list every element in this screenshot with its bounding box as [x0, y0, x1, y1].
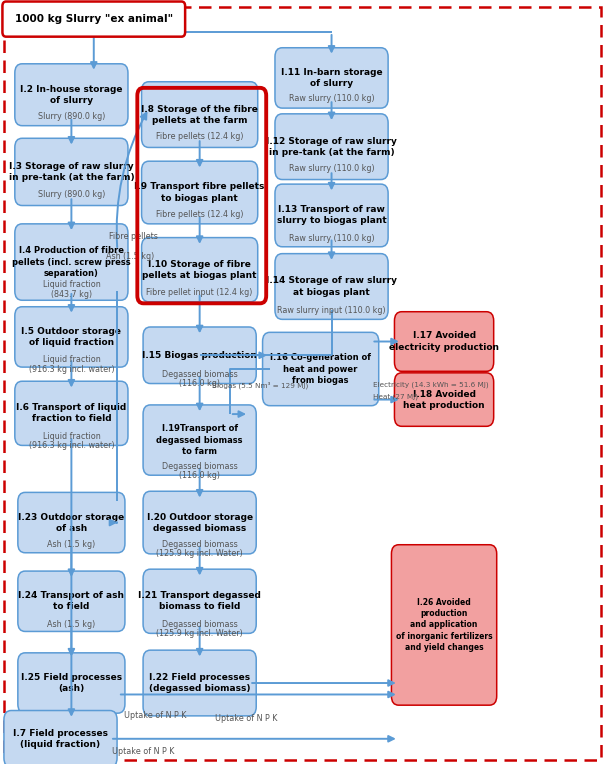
- Text: Slurry (890.0 kg): Slurry (890.0 kg): [38, 112, 105, 121]
- Text: Ash (1.5 kg): Ash (1.5 kg): [47, 540, 96, 549]
- Text: Electricity (14.3 kWh = 51.6 MJ): Electricity (14.3 kWh = 51.6 MJ): [373, 382, 488, 388]
- Text: Degassed biomass: Degassed biomass: [162, 620, 238, 629]
- Text: (916.3 kg incl. water): (916.3 kg incl. water): [28, 441, 114, 450]
- Text: Fibre pellets (12.4 kg): Fibre pellets (12.4 kg): [156, 132, 243, 141]
- Text: (125.9 kg incl. Water): (125.9 kg incl. Water): [156, 629, 243, 638]
- Text: I.23 Outdoor storage
of ash: I.23 Outdoor storage of ash: [18, 513, 125, 533]
- Text: Ash (1.5 kg): Ash (1.5 kg): [47, 620, 96, 629]
- FancyBboxPatch shape: [2, 2, 185, 37]
- Text: I.3 Storage of raw slurry
in pre-tank (at the farm): I.3 Storage of raw slurry in pre-tank (a…: [8, 162, 134, 182]
- Text: Fibre pellet input (12.4 kg): Fibre pellet input (12.4 kg): [146, 288, 253, 297]
- Text: Liquid fraction: Liquid fraction: [42, 432, 100, 441]
- Text: Raw slurry (110.0 kg): Raw slurry (110.0 kg): [289, 94, 374, 103]
- Text: I.24 Transport of ash
to field: I.24 Transport of ash to field: [18, 591, 125, 611]
- Text: I.4 Production of fibre
pellets (incl. screw press
separation): I.4 Production of fibre pellets (incl. s…: [12, 247, 131, 277]
- Text: I.6 Transport of liquid
fraction to field: I.6 Transport of liquid fraction to fiel…: [16, 403, 126, 423]
- Text: I.12 Storage of raw slurry
in pre-tank (at the farm): I.12 Storage of raw slurry in pre-tank (…: [266, 137, 397, 157]
- Text: Degassed biomass: Degassed biomass: [162, 370, 238, 379]
- Text: (916.3 kg incl. water): (916.3 kg incl. water): [28, 364, 114, 374]
- Text: I.17 Avoided
electricity production: I.17 Avoided electricity production: [389, 332, 499, 351]
- Text: I.10 Storage of fibre
pellets at biogas plant: I.10 Storage of fibre pellets at biogas …: [142, 260, 257, 280]
- Text: 1000 kg Slurry "ex animal": 1000 kg Slurry "ex animal": [15, 14, 173, 24]
- Text: Uptake of N P K: Uptake of N P K: [124, 711, 186, 720]
- Text: I.11 In-barn storage
of slurry: I.11 In-barn storage of slurry: [281, 68, 382, 88]
- Text: I.13 Transport of raw
slurry to biogas plant: I.13 Transport of raw slurry to biogas p…: [276, 206, 387, 225]
- FancyBboxPatch shape: [18, 571, 125, 631]
- Text: Ash (1.5 kg): Ash (1.5 kg): [106, 252, 154, 261]
- Text: I.14 Storage of raw slurry
at biogas plant: I.14 Storage of raw slurry at biogas pla…: [266, 277, 397, 296]
- Text: (116.0 kg): (116.0 kg): [179, 379, 220, 388]
- Text: Biogas (5.5 Nm³ = 129 MJ): Biogas (5.5 Nm³ = 129 MJ): [212, 381, 308, 389]
- FancyBboxPatch shape: [142, 161, 258, 224]
- Text: Degassed biomass: Degassed biomass: [162, 540, 238, 549]
- Text: I.25 Field processes
(ash): I.25 Field processes (ash): [21, 673, 122, 693]
- FancyBboxPatch shape: [263, 332, 379, 406]
- Text: Uptake of N P K: Uptake of N P K: [215, 714, 277, 723]
- FancyBboxPatch shape: [142, 82, 258, 147]
- FancyBboxPatch shape: [4, 711, 117, 764]
- FancyBboxPatch shape: [143, 650, 256, 716]
- Text: Heat (27 MJ): Heat (27 MJ): [373, 393, 417, 400]
- FancyBboxPatch shape: [391, 545, 497, 705]
- Text: I.8 Storage of the fibre
pellets at the farm: I.8 Storage of the fibre pellets at the …: [141, 105, 258, 125]
- FancyBboxPatch shape: [143, 327, 256, 384]
- FancyBboxPatch shape: [275, 47, 388, 108]
- Text: Liquid fraction: Liquid fraction: [42, 355, 100, 364]
- FancyBboxPatch shape: [15, 224, 128, 300]
- FancyBboxPatch shape: [275, 184, 388, 247]
- Text: Fibre pellets: Fibre pellets: [109, 232, 157, 241]
- FancyBboxPatch shape: [15, 306, 128, 367]
- Text: I.16 Co-generation of
heat and power
from biogas: I.16 Co-generation of heat and power fro…: [270, 354, 371, 384]
- Text: Raw slurry (110.0 kg): Raw slurry (110.0 kg): [289, 234, 374, 243]
- Text: I.20 Outdoor storage
degassed biomass: I.20 Outdoor storage degassed biomass: [146, 513, 253, 533]
- Text: (843.7 kg): (843.7 kg): [51, 290, 92, 299]
- FancyBboxPatch shape: [143, 491, 256, 554]
- Text: Slurry (890.0 kg): Slurry (890.0 kg): [38, 190, 105, 199]
- Text: Degassed biomass: Degassed biomass: [162, 462, 238, 471]
- FancyBboxPatch shape: [18, 652, 125, 714]
- Text: I.22 Field processes
(degassed biomass): I.22 Field processes (degassed biomass): [149, 673, 250, 693]
- Text: I.9 Transport fibre pellets
to biogas plant: I.9 Transport fibre pellets to biogas pl…: [134, 183, 265, 202]
- FancyBboxPatch shape: [143, 405, 256, 475]
- Text: I.2 In-house storage
of slurry: I.2 In-house storage of slurry: [20, 85, 123, 105]
- Text: (125.9 kg incl. Water): (125.9 kg incl. Water): [156, 549, 243, 558]
- FancyBboxPatch shape: [394, 312, 494, 371]
- Text: I.21 Transport degassed
biomass to field: I.21 Transport degassed biomass to field: [138, 591, 261, 611]
- Text: I.7 Field processes
(liquid fraction): I.7 Field processes (liquid fraction): [13, 729, 108, 749]
- FancyBboxPatch shape: [15, 381, 128, 445]
- FancyBboxPatch shape: [275, 114, 388, 180]
- FancyBboxPatch shape: [143, 569, 256, 633]
- FancyBboxPatch shape: [4, 7, 601, 760]
- FancyBboxPatch shape: [15, 138, 128, 206]
- Text: I.19Transport of
degassed biomass
to farm: I.19Transport of degassed biomass to far…: [157, 425, 243, 455]
- FancyBboxPatch shape: [142, 238, 258, 302]
- Text: I.15 Biogas production: I.15 Biogas production: [142, 351, 257, 360]
- FancyBboxPatch shape: [275, 254, 388, 319]
- Text: Raw slurry input (110.0 kg): Raw slurry input (110.0 kg): [277, 306, 386, 315]
- FancyBboxPatch shape: [394, 373, 494, 426]
- Text: Raw slurry (110.0 kg): Raw slurry (110.0 kg): [289, 164, 374, 173]
- FancyBboxPatch shape: [15, 63, 128, 125]
- Text: Liquid fraction: Liquid fraction: [42, 280, 100, 290]
- Text: Fibre pellets (12.4 kg): Fibre pellets (12.4 kg): [156, 210, 243, 219]
- FancyBboxPatch shape: [18, 493, 125, 553]
- Text: I.5 Outdoor storage
of liquid fraction: I.5 Outdoor storage of liquid fraction: [21, 327, 122, 347]
- Text: Uptake of N P K: Uptake of N P K: [112, 747, 174, 756]
- Text: I.18 Avoided
heat production: I.18 Avoided heat production: [404, 390, 485, 410]
- Text: I.26 Avoided
production
and application
of inorganic fertilizers
and yield chang: I.26 Avoided production and application …: [396, 598, 492, 652]
- Text: (116.0 kg): (116.0 kg): [179, 471, 220, 481]
